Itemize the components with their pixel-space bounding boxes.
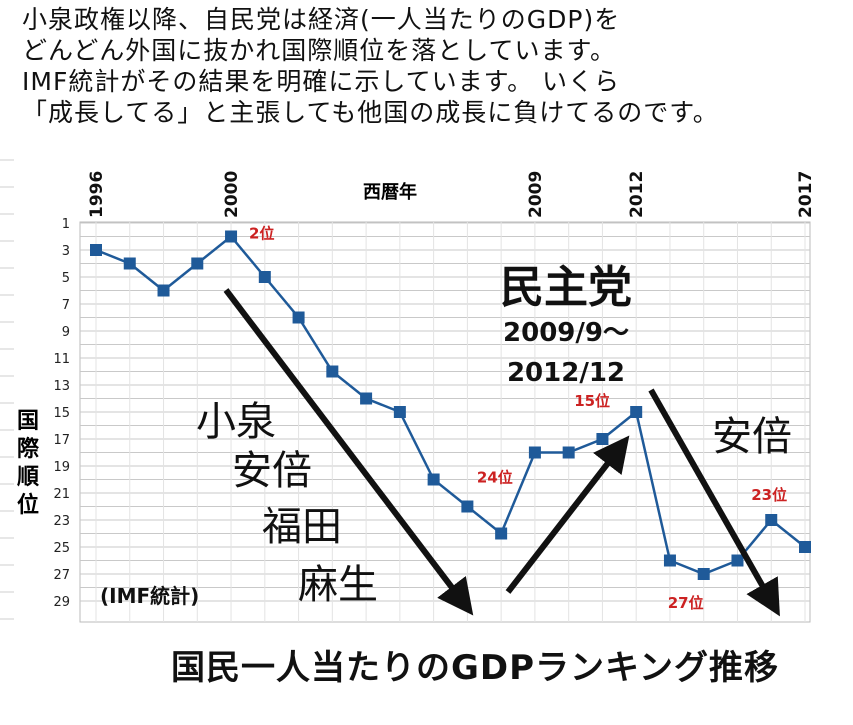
point-label: 24位 [477,469,513,487]
plot-frame [79,221,811,623]
data-point [90,244,102,256]
y-tick-label: 17 [53,433,70,448]
point-label: 27位 [668,594,704,612]
data-point [326,365,339,378]
data-point [427,473,440,486]
y-axis-title: 国 際 順 位 [17,409,40,518]
annotation-dpj-period-start: 2009/9～ [503,318,629,348]
data-point [630,406,643,418]
y-axis-title-char: 順 [17,465,40,490]
data-point [123,257,136,270]
x-tick-label: 2012 [627,171,647,218]
data-point [731,554,744,567]
data-point [799,541,811,553]
left-margin-lines [0,159,14,620]
x-tick-label: 2017 [796,171,816,218]
data-point [663,554,676,567]
data-point [596,433,609,445]
chart-title: 国民一人当たりのGDPランキング推移 [170,648,780,688]
x-tick-label: 2009 [526,171,546,218]
x-tick-label: 2000 [222,171,242,218]
point-label: 15位 [574,392,610,410]
data-point [528,446,541,459]
data-point [461,500,474,513]
y-axis-title-char: 国 [17,409,39,434]
series-gdp-rank [90,230,811,580]
data-point [495,527,508,540]
y-tick-label: 21 [53,487,70,502]
headline-line-1: 小泉政権以降、自民党は経済(一人当たりのGDP)を [22,5,621,34]
data-point [393,406,406,418]
data-point [157,284,170,297]
headline-line-4: 「成長してる」と主張しても他国の成長に負けてるのです。 [22,98,719,127]
annotation-dpj: 民主党 [500,262,632,313]
annotation-pm-abe-right: 安倍 [712,414,792,460]
y-tick-label: 3 [62,244,70,259]
data-point [765,514,778,526]
source-label: (IMF統計) [100,584,199,608]
y-tick-label: 1 [62,217,70,232]
arrow-decline-2 [648,388,780,617]
y-tick-label: 7 [62,298,70,313]
point-labels: 2位 24位 15位 27位 23位 [249,225,787,613]
data-point [191,257,204,270]
y-tick-label: 27 [53,568,70,583]
y-tick-label: 11 [53,352,70,367]
y-axis-title-char: 際 [17,436,40,462]
y-tick-label: 29 [53,595,70,610]
annotation-pm-fukuda: 福田 [262,504,342,550]
headline: 小泉政権以降、自民党は経済(一人当たりのGDP)を どんどん外国に抜かれ国際順位… [22,4,842,128]
y-tick-label: 5 [62,271,70,286]
arrow-decline-1 [223,288,474,616]
data-point [697,568,710,580]
data-point [292,311,305,324]
headline-line-2: どんどん外国に抜かれ国際順位を落としています。 [22,36,617,65]
y-tick-label: 25 [53,541,70,556]
annotation-pm-abe: 安倍 [232,448,312,494]
data-point [258,271,271,283]
y-tick-label: 23 [53,514,70,529]
annotation-dpj-period-end: 2012/12 [507,358,625,388]
data-point [562,446,575,459]
data-point [225,230,238,243]
series-line [95,234,806,576]
grid [80,222,810,622]
data-point [360,392,373,405]
y-tick-label: 19 [53,460,70,475]
annotation-pm-koizumi: 小泉 [196,399,276,445]
y-axis-title-char: 位 [17,492,39,518]
x-tick-labels: 1996 2000 2009 2012 2017 [87,171,816,218]
y-tick-label: 9 [62,325,70,340]
gdp-ranking-chart: 1996 2000 2009 2012 2017 1357911131517192123… [0,159,816,623]
point-label: 2位 [249,225,274,243]
y-tick-label: 15 [53,406,70,421]
point-label: 23位 [751,486,787,504]
annotation-pm-aso: 麻生 [298,562,378,608]
arrow-rise [505,435,630,594]
y-tick-label: 13 [53,379,70,394]
x-axis-title: 西暦年 [363,181,417,203]
headline-line-3: IMF統計がその結果を明確に示しています。 いくら [22,67,621,96]
x-tick-label: 1996 [87,171,107,218]
